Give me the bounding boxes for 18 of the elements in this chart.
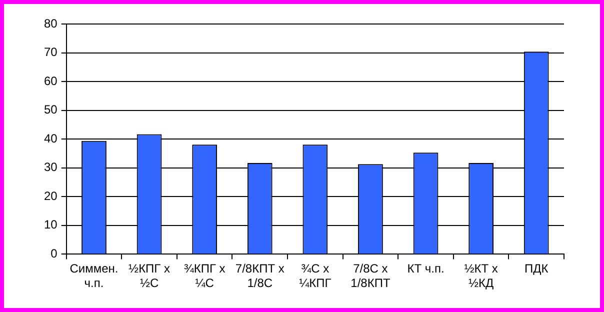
y-tick-label: 40	[44, 131, 58, 146]
x-tick-label: ¾КПГ x ¼С	[184, 262, 226, 290]
y-tick-label: 80	[44, 16, 58, 30]
x-tick-label: КТ ч.п.	[407, 262, 444, 276]
y-tick-label: 10	[44, 218, 58, 232]
y-tick-label: 70	[44, 45, 58, 60]
x-tick-label: 7/8С x 1/8КПТ	[350, 262, 391, 290]
y-tick-label: 30	[44, 160, 58, 174]
y-tick-label: 20	[44, 188, 58, 203]
x-tick-label: ПДК	[524, 262, 548, 276]
x-tick-label: ¾С x ¼КПГ	[299, 262, 332, 290]
x-tick-label: ½КТ x ½КД	[464, 262, 498, 290]
x-tick-label: Симмен. ч.п.	[70, 262, 118, 290]
y-tick-label: 50	[44, 102, 58, 117]
x-tick-label: 7/8КПТ x 1/8С	[235, 262, 284, 290]
y-tick-label: 0	[50, 246, 58, 261]
x-tick-label: ½КПГ x ½С	[128, 262, 170, 290]
y-tick-label: 60	[44, 74, 58, 88]
